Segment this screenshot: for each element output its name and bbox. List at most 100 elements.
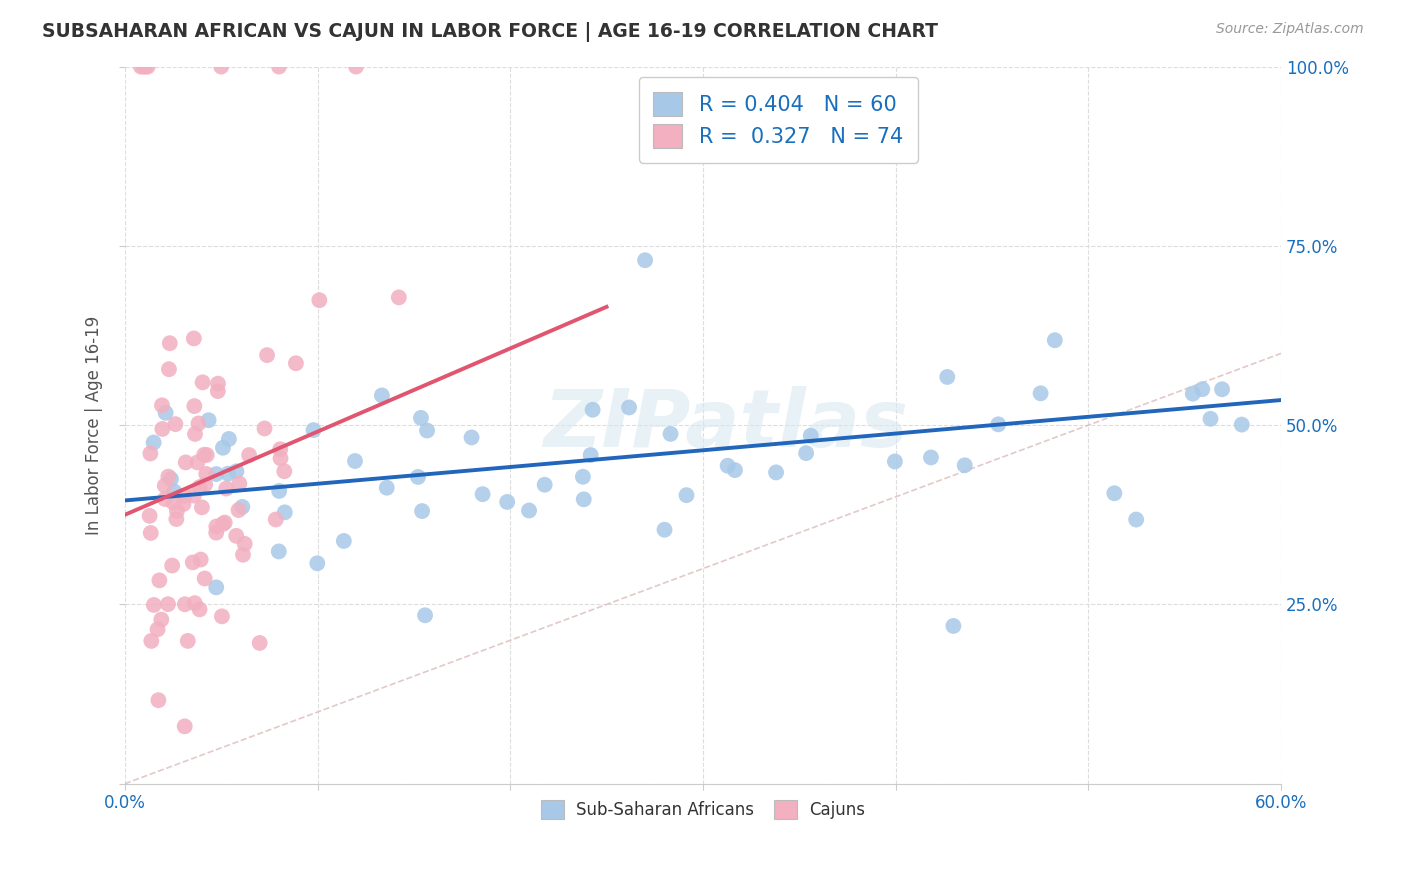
Point [172, 497, 194, 511]
Point [388, 290, 411, 304]
Point [765, 466, 787, 480]
Point [188, 480, 211, 494]
Point [165, 512, 187, 526]
Point [800, 428, 823, 442]
Point [225, 464, 247, 478]
Point [228, 476, 250, 491]
Point [207, 376, 229, 391]
Point [160, 558, 183, 573]
Point [197, 413, 219, 427]
Text: SUBSAHARAN AFRICAN VS CAJUN IN LABOR FORCE | AGE 16-19 CORRELATION CHART: SUBSAHARAN AFRICAN VS CAJUN IN LABOR FOR… [42, 22, 938, 42]
Point [194, 572, 217, 586]
Point [177, 633, 200, 648]
Point [163, 484, 186, 499]
Point [205, 525, 228, 540]
Point [193, 448, 215, 462]
Point [269, 483, 291, 498]
Point [183, 399, 205, 413]
Point [184, 596, 207, 610]
Point [205, 519, 228, 533]
Point [232, 548, 254, 562]
Point [533, 477, 555, 491]
Point [411, 504, 433, 518]
Point [654, 523, 676, 537]
Point [987, 417, 1010, 432]
Point [270, 451, 292, 466]
Point [1104, 486, 1126, 500]
Point [150, 398, 173, 412]
Point [134, 60, 156, 74]
Point [212, 441, 235, 455]
Point [375, 481, 398, 495]
Point [333, 533, 356, 548]
Point [273, 464, 295, 478]
Point [173, 719, 195, 733]
Point [1181, 386, 1204, 401]
Point [371, 388, 394, 402]
Point [141, 634, 163, 648]
Point [191, 376, 214, 390]
Point [409, 410, 432, 425]
Point [274, 505, 297, 519]
Point [496, 495, 519, 509]
Point [184, 426, 207, 441]
Point [129, 60, 152, 74]
Point [582, 402, 605, 417]
Point [132, 60, 155, 74]
Point [238, 448, 260, 462]
Point [150, 613, 173, 627]
Point [183, 489, 205, 503]
Point [267, 60, 290, 74]
Point [572, 469, 595, 483]
Point [173, 597, 195, 611]
Point [207, 384, 229, 398]
Point [166, 504, 188, 518]
Point [228, 503, 250, 517]
Point [139, 525, 162, 540]
Point [1191, 382, 1213, 396]
Point [187, 417, 209, 431]
Point [953, 458, 976, 473]
Point [1043, 333, 1066, 347]
Point [308, 293, 330, 308]
Point [517, 503, 540, 517]
Point [936, 370, 959, 384]
Point [181, 555, 204, 569]
Point [138, 508, 160, 523]
Point [264, 512, 287, 526]
Point [136, 60, 159, 74]
Point [215, 482, 238, 496]
Point [794, 446, 817, 460]
Point [920, 450, 942, 465]
Point [153, 491, 176, 506]
Text: ZIPatlas: ZIPatlas [544, 386, 908, 464]
Point [302, 423, 325, 437]
Point [157, 362, 180, 376]
Point [155, 406, 177, 420]
Point [269, 442, 291, 457]
Point [142, 435, 165, 450]
Point [139, 446, 162, 460]
Point [1230, 417, 1253, 432]
Point [214, 516, 236, 530]
Point [195, 448, 218, 462]
Point [249, 636, 271, 650]
Point [191, 500, 214, 515]
Point [942, 619, 965, 633]
Point [233, 537, 256, 551]
Point [634, 253, 657, 268]
Point [717, 458, 740, 473]
Point [195, 467, 218, 481]
Point [205, 467, 228, 481]
Point [307, 556, 329, 570]
Point [209, 60, 232, 74]
Point [1211, 382, 1233, 396]
Point [579, 448, 602, 462]
Point [212, 516, 235, 531]
Point [160, 472, 183, 486]
Point [159, 336, 181, 351]
Point [186, 455, 208, 469]
Legend: Sub-Saharan Africans, Cajuns: Sub-Saharan Africans, Cajuns [534, 793, 872, 826]
Point [471, 487, 494, 501]
Point [146, 623, 169, 637]
